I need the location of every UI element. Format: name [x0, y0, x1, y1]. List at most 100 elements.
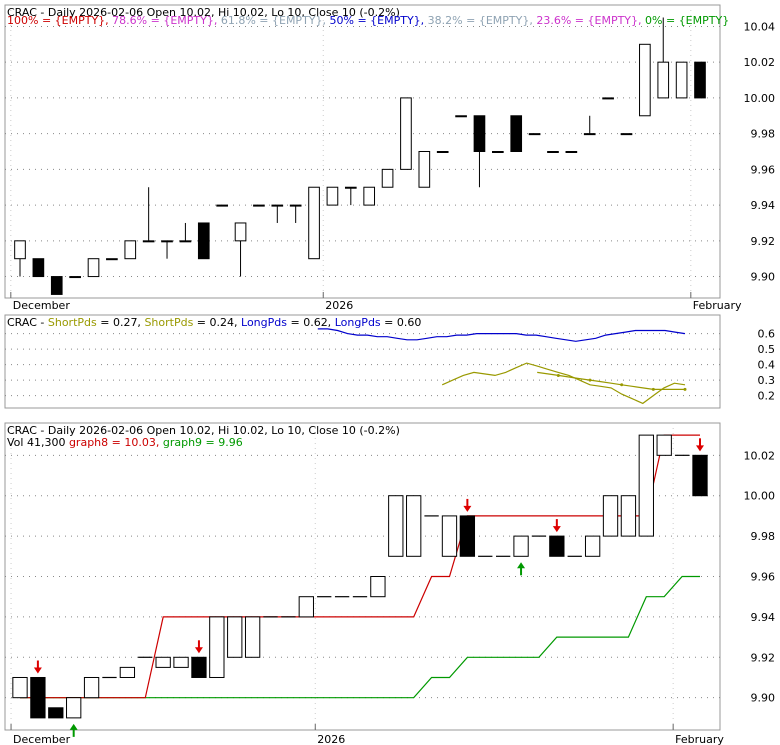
- indicator-panel: 0.2 0.3 0.4 0.5 0.6 CRAC - ShortPds = 0.27, S…: [4, 314, 776, 409]
- y-tick-label: 0.5: [758, 343, 776, 356]
- sell-arrow: [33, 667, 42, 674]
- y-tick-label: 0.4: [758, 359, 776, 372]
- header-segment: CRAC - Daily 2026-02-06 Open 10.02, Hi 1…: [7, 6, 400, 19]
- candle: [289, 204, 302, 207]
- price-box: [227, 616, 243, 658]
- y-tick-label: 9.90: [751, 692, 776, 705]
- y-tick-label: 10.02: [744, 449, 776, 462]
- legend-item: 38.2% = {EMPTY},: [424, 14, 533, 27]
- series-line: [537, 371, 685, 390]
- y-tick-label: 0.6: [758, 328, 776, 341]
- header-segment: LongPds: [335, 316, 381, 329]
- legend-item: 50% = {EMPTY},: [326, 14, 424, 27]
- candle: [455, 115, 467, 118]
- buy-arrow: [517, 562, 526, 569]
- header-segment: ShortPds: [48, 316, 97, 329]
- price-box: [119, 666, 136, 678]
- candle: [583, 133, 596, 136]
- sell-arrow: [552, 526, 561, 533]
- price-box: [66, 697, 82, 719]
- series-marker: [683, 387, 687, 391]
- y-tick-label: 9.92: [751, 235, 776, 248]
- fibonacci-legend: 100% = {EMPTY}, 78.6% = {EMPTY}, 61.8% =…: [7, 14, 729, 27]
- series-marker: [588, 378, 592, 382]
- header-segment: CRAC -: [7, 316, 48, 329]
- price-box: [584, 535, 601, 557]
- price-box: [620, 495, 637, 537]
- candle: [234, 222, 247, 242]
- candle: [602, 97, 614, 100]
- legend-item: graph9 = 9.96: [159, 436, 242, 449]
- candle: [436, 151, 449, 153]
- legend-item: 0% = {EMPTY}: [642, 14, 730, 27]
- candle: [344, 186, 357, 189]
- y-tick-label: 9.94: [751, 199, 776, 212]
- y-tick-label: 0.2: [758, 390, 776, 403]
- y-tick-label: 9.90: [751, 271, 776, 284]
- x-tick-label: 2026: [325, 299, 353, 312]
- candle: [528, 133, 541, 136]
- candle: [326, 186, 339, 206]
- price-box: [638, 434, 654, 537]
- price-panel: 9.90 9.92 9.94 9.96 9.98 10.00 10.02 10.04 Decem…: [4, 4, 776, 312]
- series-marker: [556, 373, 560, 377]
- candle: [565, 151, 578, 153]
- candle: [547, 151, 559, 153]
- candle: [253, 204, 265, 207]
- series-marker: [620, 383, 624, 387]
- candle: [492, 151, 504, 153]
- sell-arrow: [194, 647, 203, 654]
- price-box: [30, 676, 46, 719]
- candle: [363, 186, 376, 206]
- y-tick-label: 9.98: [751, 128, 776, 141]
- x-tick-label: December: [13, 733, 71, 745]
- header-segment: = 0.27,: [97, 316, 145, 329]
- header-segment: ShortPds: [144, 316, 193, 329]
- candle: [418, 151, 431, 188]
- price-box: [191, 656, 207, 678]
- buy-arrow: [69, 723, 78, 730]
- series-marker: [651, 387, 655, 391]
- legend-item: graph8 = 10.03,: [65, 436, 159, 449]
- candle: [32, 258, 45, 278]
- x-tick-label: 2026: [317, 733, 345, 745]
- price-box: [602, 495, 619, 537]
- candle: [161, 240, 173, 243]
- series-line: [317, 328, 686, 342]
- y-tick-label: 10.04: [744, 20, 776, 33]
- y-tick-label: 9.96: [751, 571, 776, 584]
- candle: [620, 133, 633, 136]
- price-box: [209, 616, 225, 678]
- y-tick-label: 9.96: [751, 163, 776, 176]
- y-tick-label: 10.02: [744, 56, 776, 69]
- x-tick-label: February: [693, 299, 742, 312]
- candle: [142, 240, 155, 243]
- candle: [50, 276, 63, 295]
- y-tick-label: 10.00: [744, 92, 776, 105]
- candle: [179, 240, 192, 243]
- legend-item: 23.6% = {EMPTY},: [533, 14, 642, 27]
- candle: [473, 115, 486, 153]
- candle: [87, 258, 100, 278]
- candle: [69, 276, 81, 279]
- price-box: [12, 676, 28, 699]
- candle: [216, 204, 228, 207]
- price-box: [406, 495, 422, 557]
- price-box: [83, 676, 100, 699]
- volume-price-panel: 9.90 9.92 9.94 9.96 9.98 10.00 10.02 December 20…: [4, 422, 776, 745]
- panel-frame: [4, 422, 721, 731]
- y-tick-label: 0.3: [758, 374, 776, 387]
- price-box: [244, 616, 261, 658]
- price-box: [155, 656, 171, 668]
- price-box: [298, 596, 314, 618]
- candle: [694, 61, 706, 99]
- candle: [14, 240, 26, 260]
- x-tick-label: December: [13, 299, 71, 312]
- candle: [308, 186, 320, 260]
- header-segment: = 0.62,: [287, 316, 335, 329]
- panel-frame: [4, 4, 721, 299]
- x-tick-label: February: [675, 733, 724, 745]
- chart-title: CRAC - Daily 2026-02-06 Open 10.02, Hi 1…: [7, 6, 400, 19]
- panel-frame: [4, 314, 721, 409]
